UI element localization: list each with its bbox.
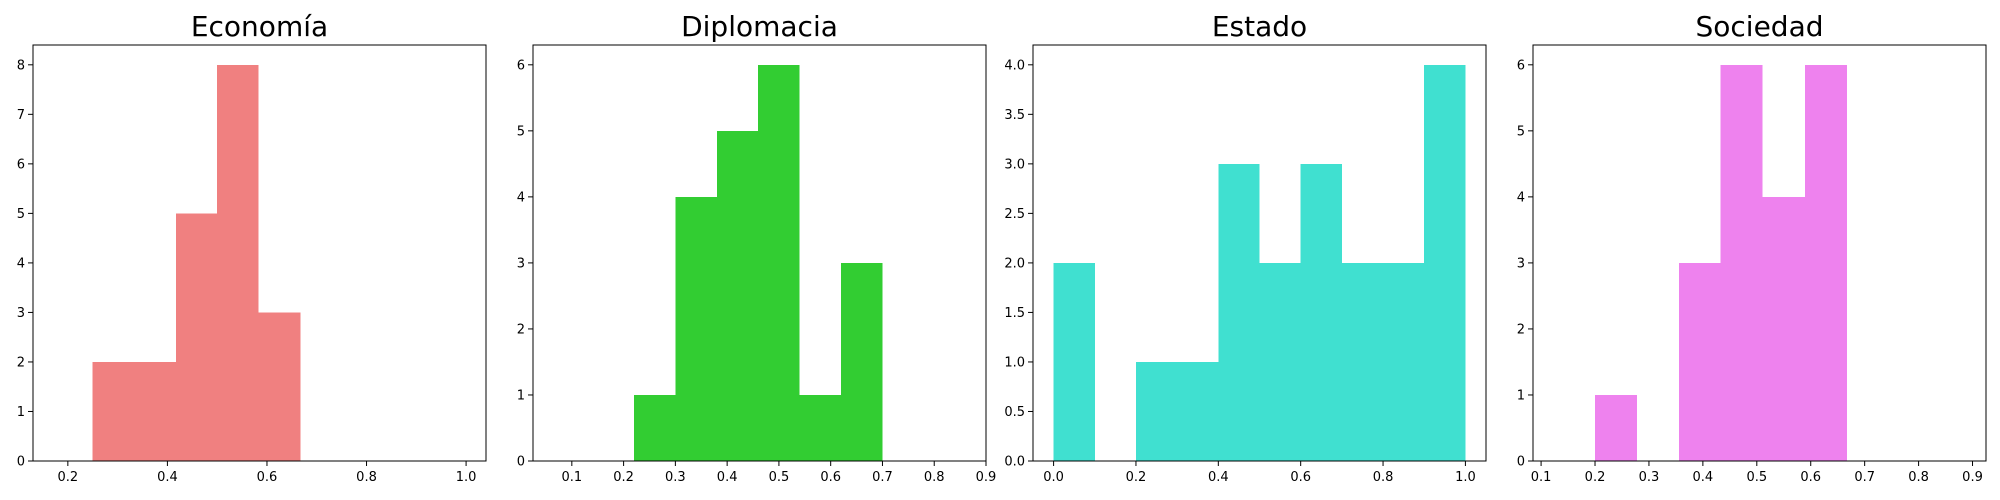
panel-title: Economía — [191, 10, 328, 43]
histogram-bar — [841, 262, 883, 461]
y-tick-label: 1 — [517, 388, 525, 403]
panel-title: Estado — [1212, 10, 1307, 43]
histogram-bar — [258, 312, 301, 461]
plot-frame — [532, 44, 987, 462]
histogram-panel-3: Estado 0.0 0.2 0.4 0.6 0.8 1.0 0.0 0.5 1.0 1.5 2.0 2… — [1004, 10, 1487, 485]
x-tick-label: 0.6 — [1800, 470, 1821, 485]
x-tick-label: 0.5 — [769, 470, 790, 485]
y-tick-label: 2 — [517, 322, 525, 337]
histogram-panel-2: Diplomacia 0.1 0.2 0.3 0.4 0.5 0.6 0.7 0.8 0.9 0 1 2… — [517, 10, 997, 485]
histogram-bar — [134, 361, 176, 461]
x-tick-label: 0.5 — [1746, 470, 1767, 485]
y-tick-label: 5 — [17, 207, 25, 222]
histogram-bar — [1762, 196, 1805, 461]
y-tick-label: 6 — [17, 157, 25, 172]
histogram-bar — [1595, 394, 1638, 461]
histogram-bar — [217, 64, 259, 461]
x-tick-label: 0.4 — [1208, 470, 1229, 485]
x-tick-label: 0.3 — [665, 470, 686, 485]
y-tick-label: 5 — [1517, 124, 1525, 139]
histogram-bar — [1804, 64, 1847, 461]
y-tick-label: 0 — [1517, 455, 1525, 470]
histogram-bar — [1383, 262, 1425, 461]
x-tick-label: 0.7 — [1854, 470, 1875, 485]
x-tick-label: 0.8 — [1908, 470, 1929, 485]
histogram-bar — [92, 361, 135, 461]
y-tick-label: 5 — [517, 124, 525, 139]
x-tick-label: 0.4 — [1693, 470, 1714, 485]
y-tick-label: 3 — [1517, 256, 1525, 271]
histogram-panel-4: Sociedad 0.1 0.2 0.3 0.4 0.5 0.6 0.7 0.8 0.9 0 1 2 3 4… — [1517, 10, 1987, 485]
x-tick-label: 0.9 — [1962, 470, 1983, 485]
x-tick-label: 0.1 — [561, 470, 582, 485]
plot-frame — [1532, 44, 1987, 462]
histogram-panel-1: Economía 0.2 0.4 0.6 0.8 1.0 0 1 2 3 4 5 6 7 8 — [17, 10, 487, 485]
y-tick-label: 0 — [517, 455, 525, 470]
histogram-bar — [1053, 262, 1095, 461]
x-tick-label: 0.2 — [58, 470, 79, 485]
x-tick-label: 0.6 — [820, 470, 841, 485]
y-tick-label: 4 — [1517, 190, 1525, 205]
histogram-bar — [1424, 64, 1466, 461]
y-tick-label: 8 — [17, 58, 25, 73]
y-tick-label: 0.0 — [1004, 455, 1025, 470]
histogram-bar — [1135, 361, 1178, 461]
y-tick-label: 2.0 — [1004, 256, 1025, 271]
x-tick-label: 0.2 — [1585, 470, 1606, 485]
y-tick-label: 7 — [17, 108, 25, 123]
y-tick-label: 2 — [17, 355, 25, 370]
histogram-bar — [175, 213, 218, 461]
x-tick-label: 0.0 — [1043, 470, 1064, 485]
histogram-bar — [799, 394, 842, 461]
x-tick-label: 0.6 — [1290, 470, 1311, 485]
plot-frame — [32, 44, 487, 462]
x-tick-label: 0.4 — [717, 470, 738, 485]
y-tick-label: 3 — [17, 306, 25, 321]
y-tick-label: 3.0 — [1004, 157, 1025, 172]
histogram-bar — [1259, 262, 1301, 461]
x-tick-label: 0.9 — [976, 470, 997, 485]
x-tick-label: 0.8 — [356, 470, 377, 485]
y-tick-label: 0 — [17, 455, 25, 470]
x-tick-label: 0.2 — [613, 470, 634, 485]
histogram-bar — [1341, 262, 1384, 461]
x-tick-label: 0.4 — [157, 470, 178, 485]
y-tick-label: 2 — [1517, 322, 1525, 337]
histogram-bar — [1300, 163, 1342, 462]
histogram-bar — [675, 196, 717, 461]
y-tick-label: 6 — [1517, 58, 1525, 73]
y-tick-label: 1.0 — [1004, 355, 1025, 370]
x-tick-label: 0.8 — [1373, 470, 1394, 485]
y-tick-label: 4.0 — [1004, 58, 1025, 73]
x-tick-label: 0.8 — [924, 470, 945, 485]
x-tick-label: 0.7 — [872, 470, 893, 485]
y-tick-label: 1 — [17, 405, 25, 420]
histogram-bar — [1679, 262, 1721, 461]
panel-title: Diplomacia — [681, 10, 838, 43]
y-tick-label: 4 — [17, 256, 25, 271]
x-tick-label: 0.2 — [1126, 470, 1147, 485]
histogram-bar — [1218, 163, 1260, 462]
y-tick-label: 6 — [517, 58, 525, 73]
plot-frame — [1032, 44, 1487, 462]
y-tick-label: 3 — [517, 256, 525, 271]
histogram-bar — [1177, 361, 1219, 461]
y-tick-label: 4 — [517, 190, 525, 205]
histogram-bar — [758, 64, 800, 461]
histogram-bar — [1720, 64, 1763, 461]
x-tick-label: 1.0 — [1455, 470, 1476, 485]
histogram-bar — [716, 130, 759, 461]
x-tick-label: 0.1 — [1531, 470, 1552, 485]
y-tick-label: 0.5 — [1004, 405, 1025, 420]
panel-title: Sociedad — [1695, 10, 1823, 43]
y-tick-label: 1 — [1517, 388, 1525, 403]
y-tick-label: 1.5 — [1004, 306, 1025, 321]
y-tick-label: 3.5 — [1004, 108, 1025, 123]
x-tick-label: 1.0 — [456, 470, 477, 485]
y-tick-label: 2.5 — [1004, 207, 1025, 222]
histogram-bar — [633, 394, 676, 461]
x-tick-label: 0.3 — [1639, 470, 1660, 485]
x-tick-label: 0.6 — [257, 470, 278, 485]
